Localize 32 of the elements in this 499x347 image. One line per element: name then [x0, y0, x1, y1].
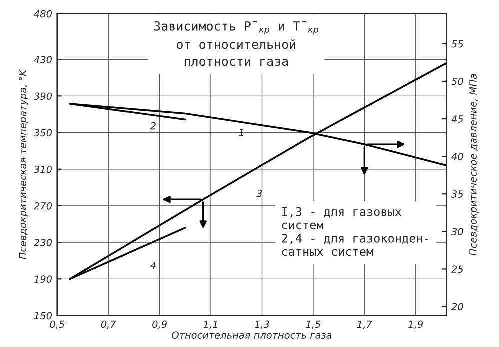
y-tick-label: 350: [34, 129, 52, 137]
y2-tick-label: 30: [451, 228, 464, 236]
x-tick-label: 0,9: [152, 320, 167, 330]
y-tick-label: 270: [34, 202, 52, 210]
x-tick-label: 1,7: [357, 320, 372, 330]
x-tick-label: 0,7: [101, 320, 116, 330]
annotation: I,3 - для газовых систем 2,4 - для газоконден- сатных систем: [282, 207, 428, 256]
y2-tick-label: 35: [451, 190, 464, 198]
annotation: 4: [150, 262, 156, 270]
x-tick-label: 1,3: [254, 320, 270, 330]
x-tick-label: 0,5: [50, 320, 65, 330]
chart-title: Зависимость P̄$_{кр}$ и T̄$_{кр}$ от относительной плотности газа: [154, 21, 318, 66]
y-axis-title: Псевдокритическая температура, °K: [19, 69, 28, 260]
y2-tick-label: 20: [452, 303, 464, 311]
x-axis-title: Относительная плотность газа: [172, 332, 332, 339]
y2-tick-label: 55: [452, 40, 464, 48]
y-tick-label: 230: [34, 239, 52, 246]
y-tick-label: 150: [34, 312, 52, 320]
y-tick-label: 430: [34, 56, 52, 64]
y2-tick-label: 40: [452, 153, 464, 160]
y-tick-label: 310: [34, 166, 52, 174]
x-tick-label: 1,9: [408, 320, 424, 330]
y2-tick-label: 50: [452, 78, 464, 86]
y-tick-label: 480: [34, 10, 52, 18]
y2-tick-label: 45: [452, 116, 464, 123]
y2-axis-title: Псевдокритическое давление, МПа: [470, 74, 479, 256]
x-tick-label: 1,1: [204, 320, 218, 330]
annotation: 2: [150, 122, 156, 130]
y-tick-label: 190: [34, 276, 52, 284]
x-tick-label: 1,5: [306, 320, 321, 330]
y-tick-label: 390: [34, 92, 52, 100]
y2-tick-label: 25: [452, 266, 464, 274]
